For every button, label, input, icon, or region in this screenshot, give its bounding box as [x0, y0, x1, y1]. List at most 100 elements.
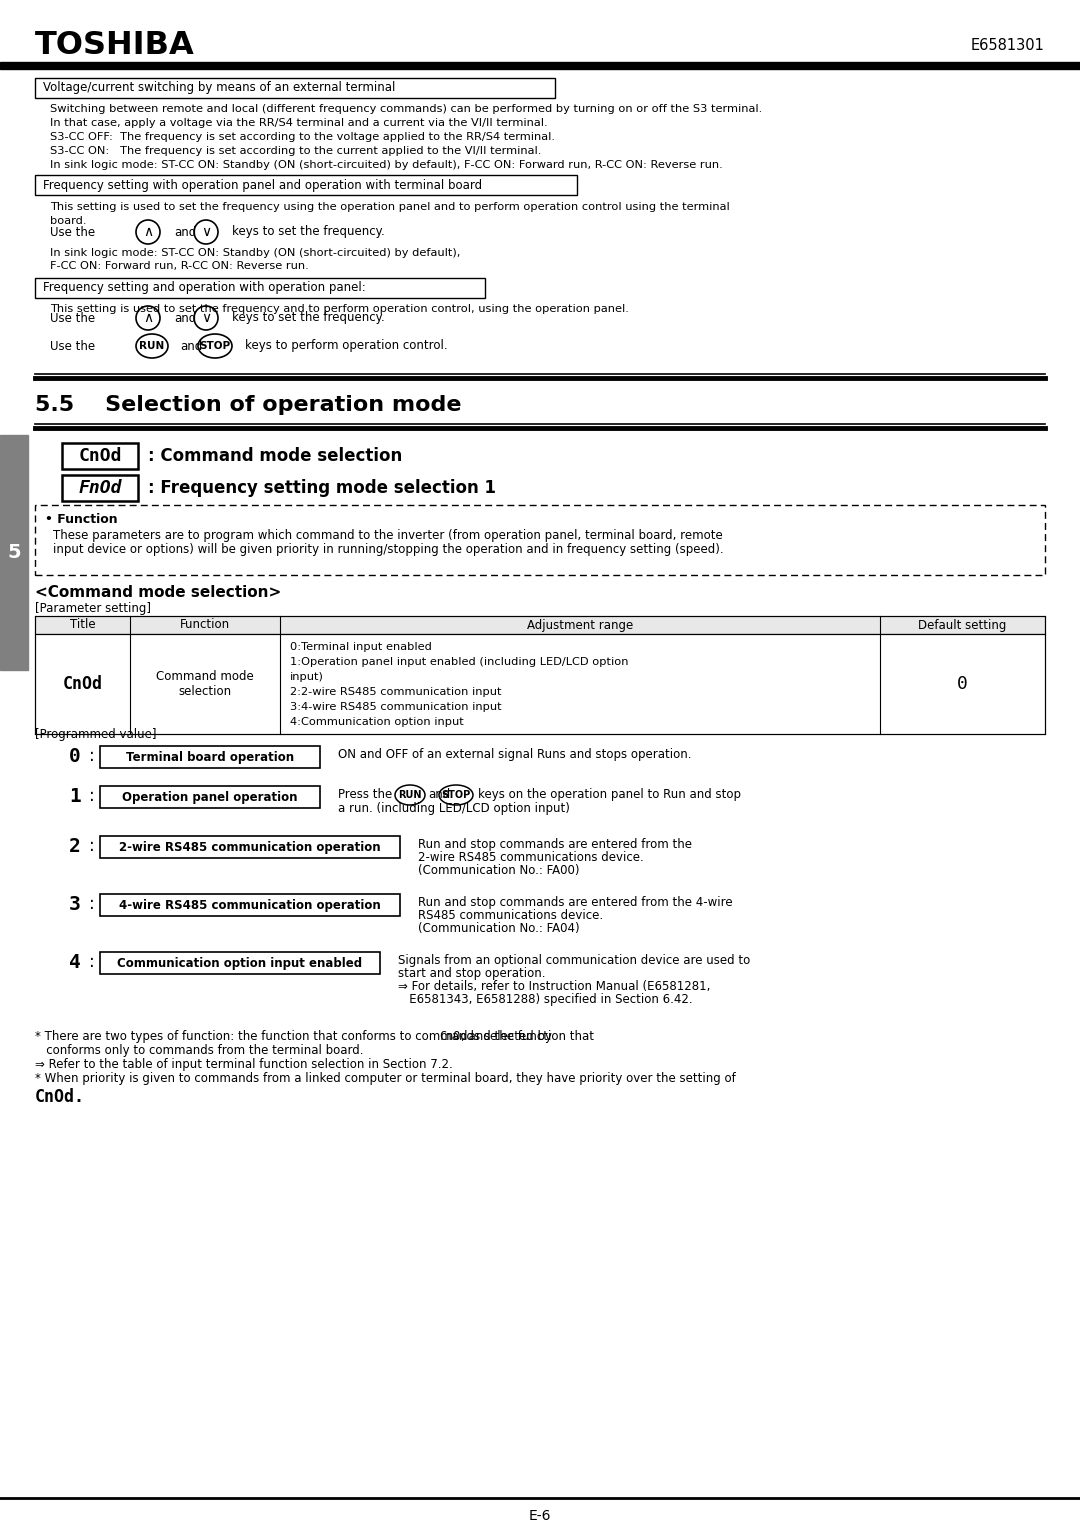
Text: Operation panel operation: Operation panel operation: [122, 791, 298, 803]
Text: CnOd: CnOd: [440, 1030, 468, 1043]
Text: S3-CC OFF:  The frequency is set according to the voltage applied to the RR/S4 t: S3-CC OFF: The frequency is set accordin…: [50, 132, 555, 142]
Ellipse shape: [136, 221, 160, 244]
Text: (Communication No.: FA04): (Communication No.: FA04): [418, 922, 580, 935]
Text: a run. (including LED/LCD option input): a run. (including LED/LCD option input): [338, 801, 570, 815]
Text: 2: 2: [69, 836, 81, 855]
Text: 4:Communication option input: 4:Communication option input: [291, 717, 463, 728]
Text: ON and OFF of an external signal Runs and stops operation.: ON and OFF of an external signal Runs an…: [338, 748, 691, 761]
Ellipse shape: [395, 784, 426, 804]
Text: ∨: ∨: [201, 225, 211, 239]
Bar: [0, 61, 1080, 69]
Text: E-6: E-6: [529, 1509, 551, 1523]
Text: 2-wire RS485 communication operation: 2-wire RS485 communication operation: [119, 841, 381, 853]
Text: 3: 3: [69, 895, 81, 913]
Text: Command mode
selection: Command mode selection: [157, 669, 254, 699]
Text: Use the: Use the: [50, 311, 95, 325]
Text: ⇒ Refer to the table of input terminal function selection in Section 7.2.: ⇒ Refer to the table of input terminal f…: [35, 1059, 453, 1071]
Text: FnOd: FnOd: [78, 480, 122, 496]
Text: input device or options) will be given priority in running/stopping the operatio: input device or options) will be given p…: [53, 542, 724, 556]
Text: • Function: • Function: [45, 513, 118, 525]
Text: In sink logic mode: ST-CC ON: Standby (ON (short-circuited) by default),: In sink logic mode: ST-CC ON: Standby (O…: [50, 248, 460, 257]
Text: This setting is used to set the frequency using the operation panel and to perfo: This setting is used to set the frequenc…: [50, 202, 730, 211]
Text: Default setting: Default setting: [918, 619, 1007, 631]
Text: RUN: RUN: [399, 791, 422, 800]
Text: 4: 4: [69, 953, 81, 971]
Text: (Communication No.: FA00): (Communication No.: FA00): [418, 864, 580, 876]
Text: Press the: Press the: [338, 787, 392, 801]
Text: keys on the operation panel to Run and stop: keys on the operation panel to Run and s…: [478, 787, 741, 801]
Ellipse shape: [438, 784, 473, 804]
Text: Signals from an optional communication device are used to: Signals from an optional communication d…: [399, 954, 751, 967]
Bar: [0, 435, 28, 669]
Text: Function: Function: [180, 619, 230, 631]
Text: Adjustment range: Adjustment range: [527, 619, 633, 631]
Ellipse shape: [194, 221, 218, 244]
Text: ∧: ∧: [143, 225, 153, 239]
Text: E6581343, E6581288) specified in Section 6.42.: E6581343, E6581288) specified in Section…: [399, 993, 692, 1007]
Text: :: :: [90, 787, 95, 804]
Text: and: and: [428, 787, 450, 801]
Text: ∧: ∧: [143, 311, 153, 325]
Text: Use the: Use the: [50, 225, 95, 239]
Text: :: :: [90, 895, 95, 913]
Text: Use the: Use the: [50, 340, 95, 352]
Text: input): input): [291, 673, 324, 682]
Bar: [100, 895, 400, 916]
Bar: [100, 836, 400, 858]
Text: S3-CC ON:   The frequency is set according to the current applied to the VI/II t: S3-CC ON: The frequency is set according…: [50, 146, 541, 156]
Text: In that case, apply a voltage via the RR/S4 terminal and a current via the VI/II: In that case, apply a voltage via the RR…: [50, 118, 548, 129]
Text: and: and: [174, 311, 197, 325]
Bar: [35, 616, 1045, 634]
Text: 3:4-wire RS485 communication input: 3:4-wire RS485 communication input: [291, 702, 501, 712]
Text: Frequency setting with operation panel and operation with terminal board: Frequency setting with operation panel a…: [43, 179, 482, 192]
Text: 1:Operation panel input enabled (including LED/LCD option: 1:Operation panel input enabled (includi…: [291, 657, 629, 666]
Text: CnOd.: CnOd.: [35, 1088, 85, 1106]
Text: :: :: [90, 836, 95, 855]
Text: Communication option input enabled: Communication option input enabled: [118, 956, 363, 970]
Text: RUN: RUN: [139, 342, 164, 351]
Text: Run and stop commands are entered from the 4-wire: Run and stop commands are entered from t…: [418, 896, 732, 908]
Text: conforms only to commands from the terminal board.: conforms only to commands from the termi…: [35, 1043, 364, 1057]
Text: In sink logic mode: ST-CC ON: Standby (ON (short-circuited) by default), F-CC ON: In sink logic mode: ST-CC ON: Standby (O…: [50, 159, 723, 170]
Text: * There are two types of function: the function that conforms to commands select: * There are two types of function: the f…: [35, 1030, 556, 1043]
Text: ∨: ∨: [201, 311, 211, 325]
Text: <Command mode selection>: <Command mode selection>: [35, 585, 281, 601]
Text: STOP: STOP: [442, 791, 471, 800]
Text: TOSHIBA: TOSHIBA: [35, 29, 194, 60]
Text: Switching between remote and local (different frequency commands) can be perform: Switching between remote and local (diff…: [50, 104, 762, 113]
Text: [Programmed value]: [Programmed value]: [35, 728, 157, 741]
Bar: [62, 443, 138, 469]
Text: 0:Terminal input enabled: 0:Terminal input enabled: [291, 642, 432, 653]
Text: 2:2-wire RS485 communication input: 2:2-wire RS485 communication input: [291, 686, 501, 697]
Bar: [100, 786, 320, 807]
Text: E6581301: E6581301: [971, 37, 1045, 52]
Text: :: :: [90, 953, 95, 971]
Text: [Parameter setting]: [Parameter setting]: [35, 602, 151, 614]
Ellipse shape: [198, 334, 232, 358]
Ellipse shape: [136, 306, 160, 329]
Text: F-CC ON: Forward run, R-CC ON: Reverse run.: F-CC ON: Forward run, R-CC ON: Reverse r…: [50, 260, 309, 271]
Text: 4-wire RS485 communication operation: 4-wire RS485 communication operation: [119, 898, 381, 912]
Bar: [35, 78, 555, 98]
Text: 0: 0: [957, 676, 968, 692]
Ellipse shape: [136, 334, 168, 358]
Text: 1: 1: [69, 786, 81, 806]
Ellipse shape: [194, 306, 218, 329]
Text: Terminal board operation: Terminal board operation: [126, 751, 294, 763]
Bar: [35, 634, 1045, 734]
Text: , and the function that: , and the function that: [461, 1030, 594, 1043]
Text: Voltage/current switching by means of an external terminal: Voltage/current switching by means of an…: [43, 81, 395, 95]
Text: and: and: [174, 225, 197, 239]
Text: This setting is used to set the frequency and to perform operation control, usin: This setting is used to set the frequenc…: [50, 303, 629, 314]
Text: 2-wire RS485 communications device.: 2-wire RS485 communications device.: [418, 850, 644, 864]
Text: and: and: [180, 340, 202, 352]
Text: keys to set the frequency.: keys to set the frequency.: [232, 311, 384, 325]
Text: start and stop operation.: start and stop operation.: [399, 967, 545, 980]
Text: : Frequency setting mode selection 1: : Frequency setting mode selection 1: [148, 480, 496, 496]
Text: : Command mode selection: : Command mode selection: [148, 447, 402, 466]
Bar: [35, 277, 485, 299]
Text: CnOd: CnOd: [63, 676, 103, 692]
Text: board.: board.: [50, 216, 86, 227]
Text: * When priority is given to commands from a linked computer or terminal board, t: * When priority is given to commands fro…: [35, 1072, 735, 1085]
Bar: [62, 475, 138, 501]
